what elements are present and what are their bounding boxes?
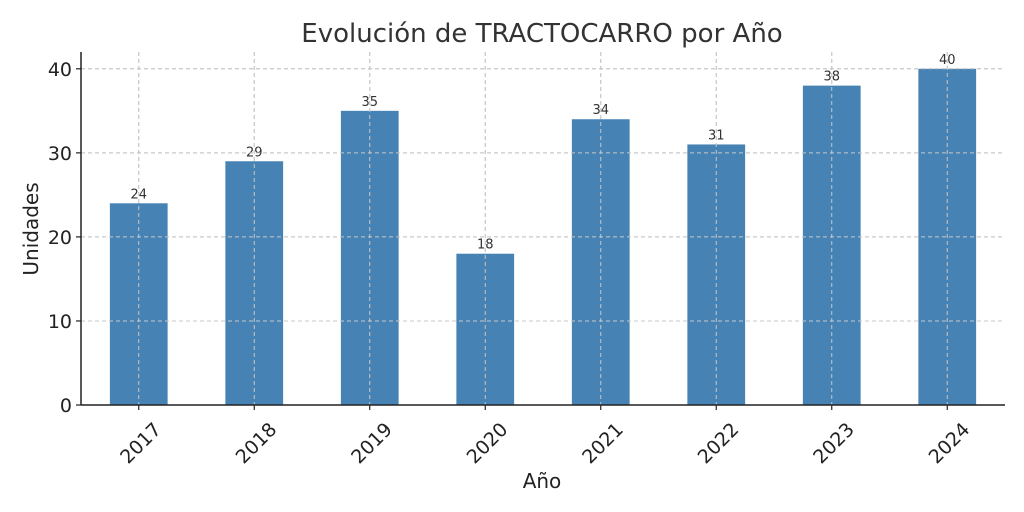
x-tick-label: 2019 xyxy=(347,419,397,469)
x-tick-label: 2022 xyxy=(694,419,744,469)
x-tick-label: 2017 xyxy=(116,419,166,469)
y-tick-label: 40 xyxy=(48,59,72,81)
y-tick-label: 10 xyxy=(48,311,72,333)
x-axis-title: Año xyxy=(523,469,562,493)
x-tick-label: 2023 xyxy=(809,419,859,469)
y-tick-label: 20 xyxy=(48,227,72,249)
chart-title: Evolución de TRACTOCARRO por Año xyxy=(301,19,782,49)
bar-value-label: 18 xyxy=(477,238,494,253)
y-tick-label: 30 xyxy=(48,143,72,165)
bar xyxy=(687,144,746,405)
x-tick-label: 2018 xyxy=(232,419,282,469)
x-tick-label: 2021 xyxy=(578,419,628,469)
y-axis-title: Unidades xyxy=(19,182,43,275)
bar xyxy=(802,85,861,405)
bar-value-label: 38 xyxy=(823,70,840,85)
axes: 0 10 20 30 40 2017 2018 2019 2020 2021 2022 2023 202… xyxy=(48,52,1005,468)
grid xyxy=(81,52,1005,406)
y-tick-label: 0 xyxy=(60,395,72,417)
x-tick-label: 2020 xyxy=(463,419,513,469)
bar-value-label: 31 xyxy=(708,128,725,143)
x-tick-label: 2024 xyxy=(925,419,975,469)
